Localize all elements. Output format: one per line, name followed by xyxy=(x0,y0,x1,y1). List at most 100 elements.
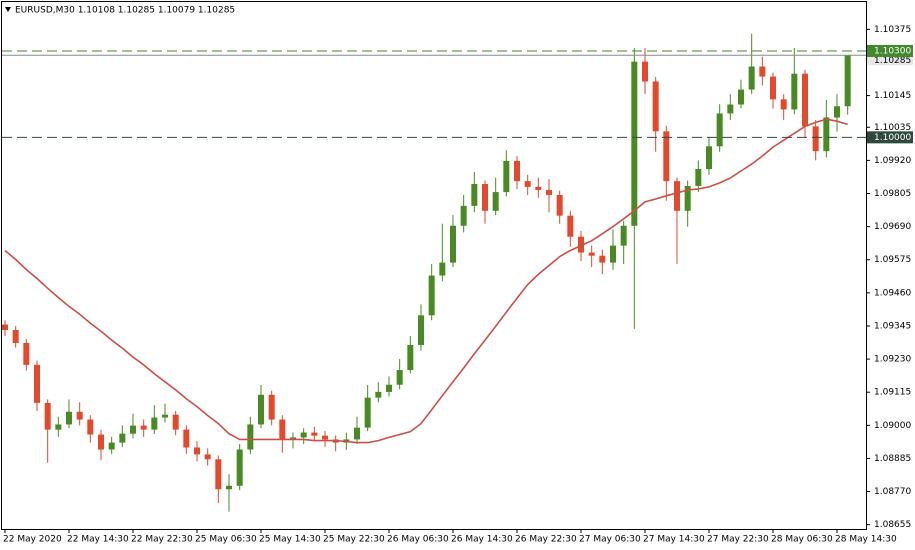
plot-frame xyxy=(1,1,867,530)
candle-body xyxy=(631,61,638,226)
y-tick-label: 1.08770 xyxy=(874,487,911,497)
y-tick-label: 1.09575 xyxy=(874,255,911,265)
candle-body xyxy=(407,344,414,371)
candle-body xyxy=(119,433,126,443)
candle-body xyxy=(151,417,158,430)
candle-body xyxy=(247,424,254,450)
candle-body xyxy=(620,225,627,246)
candle-body xyxy=(780,99,787,110)
candle-body xyxy=(578,236,584,253)
candle-body xyxy=(663,131,670,182)
x-tick-label: 26 May 06:30 xyxy=(387,535,449,545)
candle-body xyxy=(418,315,424,345)
x-tick-label: 26 May 22:30 xyxy=(515,535,577,545)
candle-body xyxy=(460,205,467,226)
candle-body xyxy=(748,66,755,90)
candle-body xyxy=(738,89,744,105)
y-tick-label: 1.09805 xyxy=(874,189,911,199)
candle-body xyxy=(802,73,808,127)
level-label: 1.10300 xyxy=(874,46,911,56)
candle-body xyxy=(98,434,104,450)
candle-body xyxy=(172,414,179,430)
candle-body xyxy=(76,411,83,420)
level-label-box xyxy=(867,44,913,57)
candle-body xyxy=(108,442,115,450)
candle-body xyxy=(87,419,94,435)
candle-body xyxy=(439,262,446,276)
candle-body xyxy=(279,419,286,440)
y-tick-label: 1.09920 xyxy=(874,156,911,166)
candle-body xyxy=(183,429,190,448)
candle-body xyxy=(652,81,659,132)
candle-body xyxy=(674,181,680,211)
candle-body xyxy=(386,384,392,392)
x-tick-label: 27 May 14:30 xyxy=(643,535,705,545)
x-tick-label: 25 May 22:30 xyxy=(323,535,385,545)
candle-body xyxy=(204,454,211,460)
x-tick-label: 25 May 14:30 xyxy=(259,535,321,545)
candle-body xyxy=(695,169,702,187)
x-tick-label: 27 May 22:30 xyxy=(707,535,769,545)
candle-body xyxy=(706,146,712,170)
candle-body xyxy=(162,414,168,418)
candle-body xyxy=(354,427,360,440)
candle-body xyxy=(258,394,264,425)
chart-title: EURUSD,M30 1.10108 1.10285 1.10079 1.102… xyxy=(15,6,235,16)
candle-body xyxy=(55,424,62,430)
y-tick-label: 1.10145 xyxy=(874,91,911,101)
candle-body xyxy=(791,73,798,110)
y-tick-label: 1.10035 xyxy=(874,123,911,133)
candle-body xyxy=(322,435,328,440)
candle-body xyxy=(834,106,840,118)
x-tick-label: 22 May 22:30 xyxy=(131,535,193,545)
candle-body xyxy=(140,425,147,430)
y-tick-label: 1.09000 xyxy=(874,421,911,431)
menu-arrow xyxy=(5,7,11,12)
candle-body xyxy=(396,370,403,385)
candle-body xyxy=(130,425,136,434)
y-tick-label: 1.09115 xyxy=(874,388,911,398)
candle-body xyxy=(482,184,488,211)
candle-body xyxy=(44,402,51,430)
x-tick-label: 22 May 14:30 xyxy=(67,535,129,545)
candle-body xyxy=(759,66,766,77)
x-tick-label: 28 May 06:30 xyxy=(771,535,833,545)
candle-body xyxy=(727,104,734,114)
candle-body xyxy=(812,126,819,152)
y-tick-label: 1.08885 xyxy=(874,454,911,464)
candle-body xyxy=(588,252,595,256)
x-tick-label: 28 May 14:30 xyxy=(835,535,897,545)
candle-body xyxy=(546,190,552,195)
moving-average xyxy=(4,118,848,444)
candle-body xyxy=(428,275,435,316)
candle-body xyxy=(610,245,616,263)
candle-body xyxy=(300,432,307,438)
candle-body xyxy=(311,432,318,436)
candle-body xyxy=(535,186,542,191)
x-tick-label: 22 May 2020 xyxy=(3,535,62,545)
x-tick-label: 26 May 14:30 xyxy=(451,535,513,545)
candle-body xyxy=(599,255,606,263)
candle-body xyxy=(503,160,510,193)
price-label-box xyxy=(867,54,913,66)
candle-body xyxy=(2,324,8,331)
y-tick-label: 1.08655 xyxy=(874,520,911,530)
y-tick-label: 1.09230 xyxy=(874,355,911,365)
candle-body xyxy=(450,225,456,263)
candle-body xyxy=(471,184,478,206)
candle-body xyxy=(375,391,382,398)
candle-body xyxy=(642,61,648,82)
candle-body xyxy=(567,215,574,237)
candle-body xyxy=(556,194,563,216)
x-tick-label: 25 May 06:30 xyxy=(195,535,257,545)
y-tick-label: 1.09345 xyxy=(874,321,911,331)
candle-body xyxy=(236,449,243,486)
candle-body xyxy=(215,459,222,490)
candle-body xyxy=(514,160,520,182)
candle-body xyxy=(290,437,296,440)
y-tick-label: 1.09690 xyxy=(874,222,911,232)
y-tick-label: 1.10375 xyxy=(874,25,911,35)
